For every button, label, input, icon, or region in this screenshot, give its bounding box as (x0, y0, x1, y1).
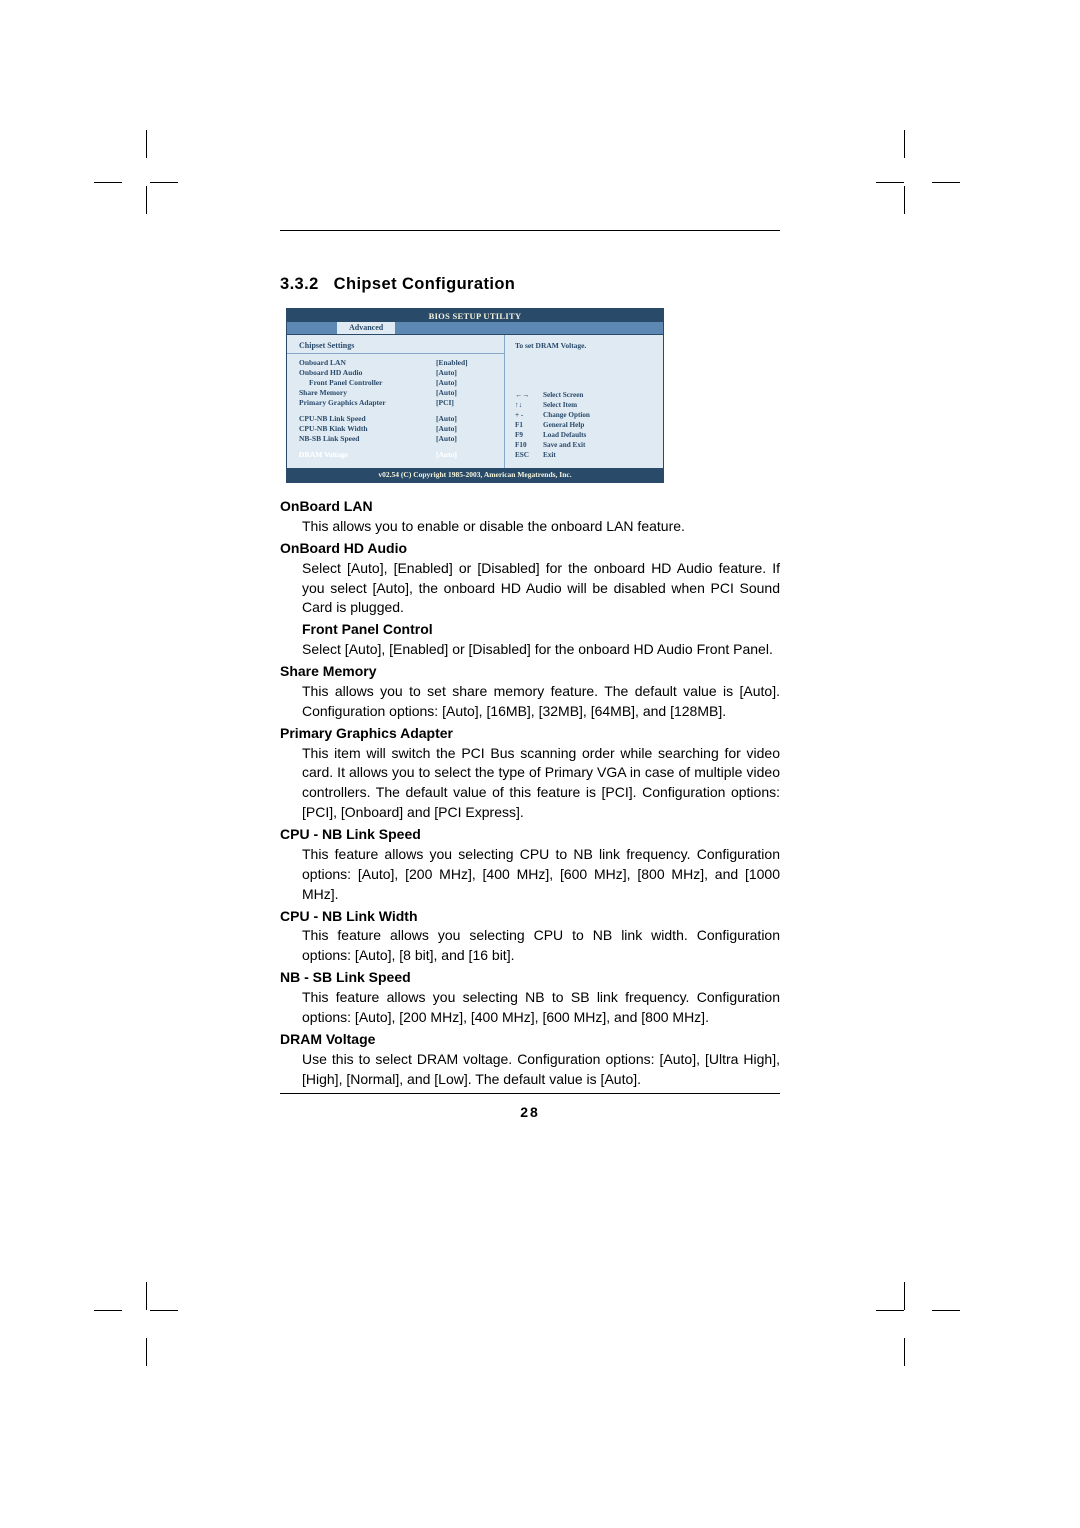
bios-key-action: General Help (543, 420, 584, 430)
item-heading: Share Memory (280, 662, 780, 682)
bios-rows: Onboard LAN[Enabled]Onboard HD Audio[Aut… (287, 358, 504, 460)
item-heading: Primary Graphics Adapter (280, 724, 780, 744)
bios-settings-panel: Chipset Settings Onboard LAN[Enabled]Onb… (287, 335, 505, 468)
bios-setting-label: Front Panel Controller (309, 378, 436, 388)
bios-setting-label: Primary Graphics Adapter (299, 398, 436, 408)
bios-key-row: F10Save and Exit (515, 440, 655, 450)
bios-key: ↑↓ (515, 400, 543, 410)
bios-setting-label: Onboard LAN (299, 358, 436, 368)
bios-setting-value: [Auto] (436, 368, 494, 378)
bios-setting-row: Onboard HD Audio[Auto] (287, 368, 504, 378)
page-number: 28 (280, 1104, 780, 1120)
bios-setting-row: CPU-NB Kink Width[Auto] (287, 424, 504, 434)
bios-key: + - (515, 410, 543, 420)
bios-setting-value: [Auto] (436, 450, 494, 460)
bios-setting-value: [Auto] (436, 434, 494, 444)
bios-key-legend: ←→Select Screen↑↓Select Item+ -Change Op… (515, 390, 655, 460)
bios-key-action: Exit (543, 450, 556, 460)
bios-help-text: To set DRAM Voltage. (515, 339, 655, 350)
bios-key-action: Select Item (543, 400, 577, 410)
item-heading: DRAM Voltage (280, 1030, 780, 1050)
section-heading: 3.3.2 Chipset Configuration (280, 275, 780, 294)
descriptions: OnBoard LANThis allows you to enable or … (280, 497, 780, 1089)
bios-setting-value: [Auto] (436, 414, 494, 424)
bios-key-row: ←→Select Screen (515, 390, 655, 400)
bios-tabs: Advanced (287, 322, 663, 334)
bios-key-action: Load Defaults (543, 430, 586, 440)
bios-key-row: F9Load Defaults (515, 430, 655, 440)
bios-setting-row: Share Memory[Auto] (287, 388, 504, 398)
item-heading: CPU - NB Link Width (280, 907, 780, 927)
bios-setting-label: NB-SB Link Speed (299, 434, 436, 444)
bios-key-action: Select Screen (543, 390, 583, 400)
item-heading: OnBoard HD Audio (280, 539, 780, 559)
bios-setting-value: [Auto] (436, 378, 494, 388)
item-paragraph: This allows you to enable or disable the… (302, 517, 780, 537)
item-heading: OnBoard LAN (280, 497, 780, 517)
rule-top (280, 230, 780, 231)
item-paragraph: This item will switch the PCI Bus scanni… (302, 744, 780, 824)
bios-setting-value: [Auto] (436, 424, 494, 434)
bios-setting-value: [Enabled] (436, 358, 494, 368)
bios-panel-title: Chipset Settings (287, 339, 504, 354)
bios-key: ←→ (515, 390, 543, 400)
bios-setting-label: CPU-NB Link Speed (299, 414, 436, 424)
section-number: 3.3.2 (280, 275, 319, 293)
bios-key: F10 (515, 440, 543, 450)
bios-tab-advanced: Advanced (337, 322, 395, 334)
bios-setting-label: CPU-NB Kink Width (299, 424, 436, 434)
bios-key-row: ESCExit (515, 450, 655, 460)
bios-copyright: v02.54 (C) Copyright 1985-2003, American… (287, 468, 663, 482)
bios-setting-row: Onboard LAN[Enabled] (287, 358, 504, 368)
item-heading: NB - SB Link Speed (280, 968, 780, 988)
item-paragraph: Select [Auto], [Enabled] or [Disabled] f… (302, 559, 780, 619)
rule-bottom (280, 1093, 780, 1094)
bios-key-action: Save and Exit (543, 440, 585, 450)
bios-setting-row: DRAM Voltage[Auto] (287, 450, 504, 460)
bios-key: F9 (515, 430, 543, 440)
item-heading: Front Panel Control (302, 620, 780, 640)
bios-setting-label: Share Memory (299, 388, 436, 398)
bios-key-action: Change Option (543, 410, 590, 420)
bios-screenshot: BIOS SETUP UTILITY Advanced Chipset Sett… (286, 308, 664, 483)
bios-setting-row: Primary Graphics Adapter[PCI] (287, 398, 504, 408)
section-title-text: Chipset Configuration (334, 275, 516, 293)
bios-key: ESC (515, 450, 543, 460)
bios-setting-row: CPU-NB Link Speed[Auto] (287, 414, 504, 424)
bios-setting-label: DRAM Voltage (299, 450, 436, 460)
bios-key-row: + -Change Option (515, 410, 655, 420)
bios-key-row: F1General Help (515, 420, 655, 430)
item-paragraph: This feature allows you selecting CPU to… (302, 845, 780, 905)
bios-setting-value: [PCI] (436, 398, 494, 408)
page-content: 3.3.2 Chipset Configuration BIOS SETUP U… (280, 230, 780, 1120)
item-paragraph: Select [Auto], [Enabled] or [Disabled] f… (302, 640, 780, 660)
bios-setting-row: Front Panel Controller[Auto] (287, 378, 504, 388)
bios-key: F1 (515, 420, 543, 430)
bios-setting-value: [Auto] (436, 388, 494, 398)
bios-setting-row: NB-SB Link Speed[Auto] (287, 434, 504, 444)
item-paragraph: This feature allows you selecting CPU to… (302, 926, 780, 966)
item-paragraph: This allows you to set share memory feat… (302, 682, 780, 722)
item-paragraph: Use this to select DRAM voltage. Configu… (302, 1050, 780, 1090)
item-heading: CPU - NB Link Speed (280, 825, 780, 845)
bios-help-panel: To set DRAM Voltage. ←→Select Screen↑↓Se… (505, 335, 663, 468)
bios-setting-label: Onboard HD Audio (299, 368, 436, 378)
bios-key-row: ↑↓Select Item (515, 400, 655, 410)
item-paragraph: This feature allows you selecting NB to … (302, 988, 780, 1028)
bios-title: BIOS SETUP UTILITY (287, 309, 663, 322)
